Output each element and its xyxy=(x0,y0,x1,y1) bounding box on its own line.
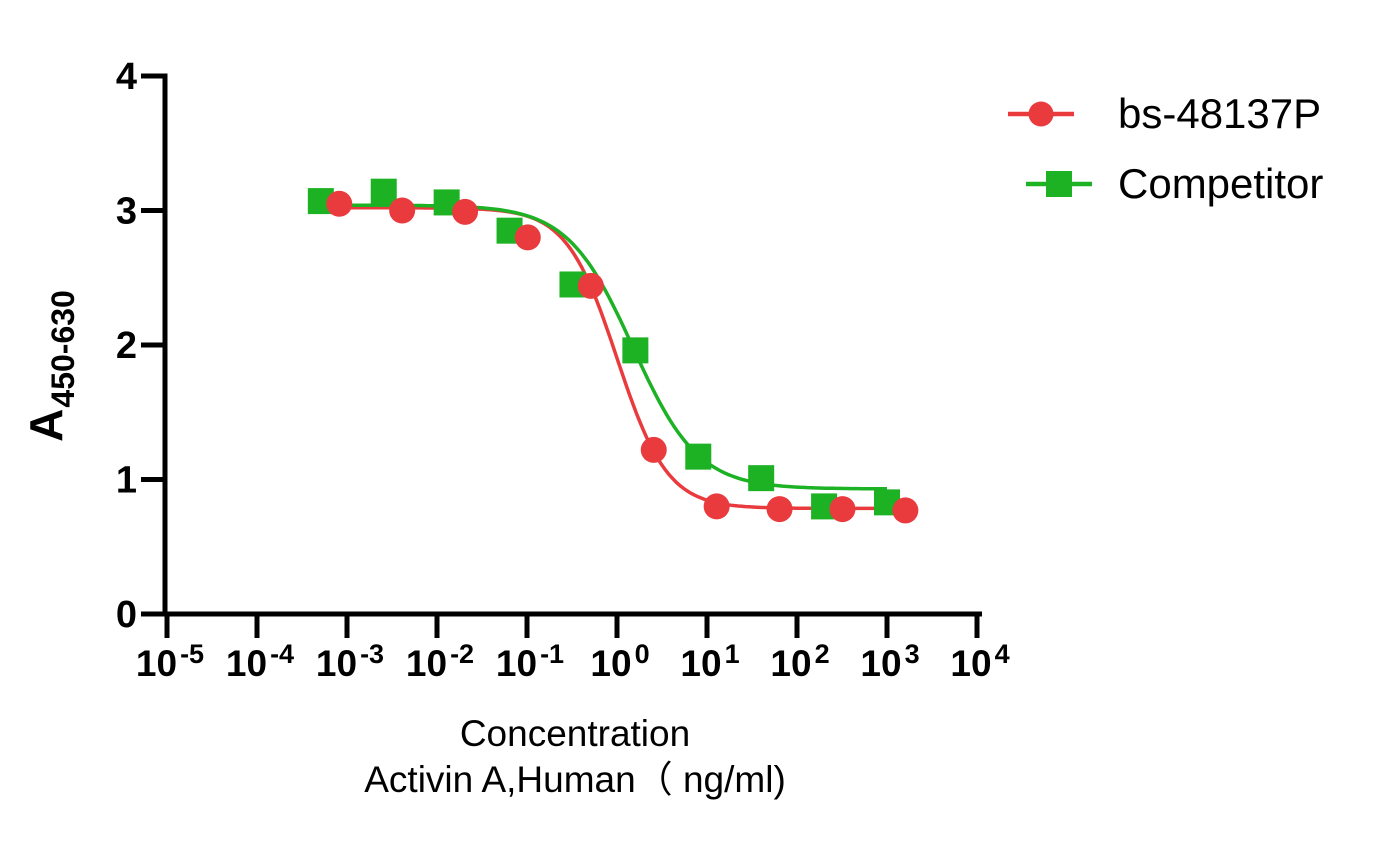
x-tick-label: 10 -1 xyxy=(496,639,564,684)
y-tick-label: 0 xyxy=(116,594,137,636)
x-axis-title-line1: Concentration xyxy=(460,713,690,754)
fit-curve-bs-48137P xyxy=(323,206,906,511)
data-point-bs-48137P xyxy=(829,496,856,523)
y-tick-label: 3 xyxy=(116,191,137,233)
x-tick-label: 10 3 xyxy=(860,639,919,684)
data-point-bs-48137P xyxy=(577,272,604,299)
data-point-Competitor xyxy=(622,337,649,364)
legend-marker-circle-icon xyxy=(1028,101,1054,127)
legend-marker-square-icon xyxy=(1046,171,1072,197)
legend-label-competitor: Competitor xyxy=(1118,160,1323,207)
y-axis-title-main: A xyxy=(20,409,72,442)
legend-item-bs-48137P: bs-48137P xyxy=(1008,90,1321,137)
data-point-Competitor xyxy=(748,465,775,492)
x-tick-label: 10 -3 xyxy=(316,639,384,684)
data-point-bs-48137P xyxy=(389,197,416,224)
y-axis-title: A450-630 xyxy=(20,290,81,442)
legend-label-bs-48137P: bs-48137P xyxy=(1118,90,1321,137)
plot-area: 10 -5 10 -4 10 -3 10 -2 10 -1 10 0 10 1 10 2 10 3 10 4 0 1 2 3 4 xyxy=(116,56,1010,684)
x-tick-label: 10 -5 xyxy=(136,639,204,684)
legend: bs-48137P Competitor xyxy=(1008,90,1323,207)
y-tick-label: 2 xyxy=(116,325,137,367)
data-point-bs-48137P xyxy=(766,496,793,523)
x-tick-label: 10 4 xyxy=(950,639,1009,684)
x-tick-label: 10 0 xyxy=(590,639,649,684)
y-tick-label: 1 xyxy=(116,460,137,502)
data-point-bs-48137P xyxy=(326,190,353,217)
data-point-bs-48137P xyxy=(640,436,667,463)
data-point-bs-48137P xyxy=(892,497,919,524)
data-point-bs-48137P xyxy=(703,493,730,520)
data-point-Competitor xyxy=(370,178,397,205)
y-tick-label: 4 xyxy=(116,56,137,98)
legend-item-competitor: Competitor xyxy=(1026,160,1323,207)
x-tick-label: 10 -2 xyxy=(406,639,474,684)
data-point-Competitor xyxy=(685,443,712,470)
y-axis-title-subscript: 450-630 xyxy=(45,290,81,407)
data-point-bs-48137P xyxy=(452,198,479,225)
x-tick-label: 10 -4 xyxy=(226,639,294,684)
x-axis-title-line2: Activin A,Human（ ng/ml) xyxy=(364,759,786,800)
data-point-bs-48137P xyxy=(514,224,541,251)
fit-curve-Competitor xyxy=(309,203,887,491)
x-tick-label: 10 2 xyxy=(770,639,829,684)
x-tick-label: 10 1 xyxy=(680,639,739,684)
